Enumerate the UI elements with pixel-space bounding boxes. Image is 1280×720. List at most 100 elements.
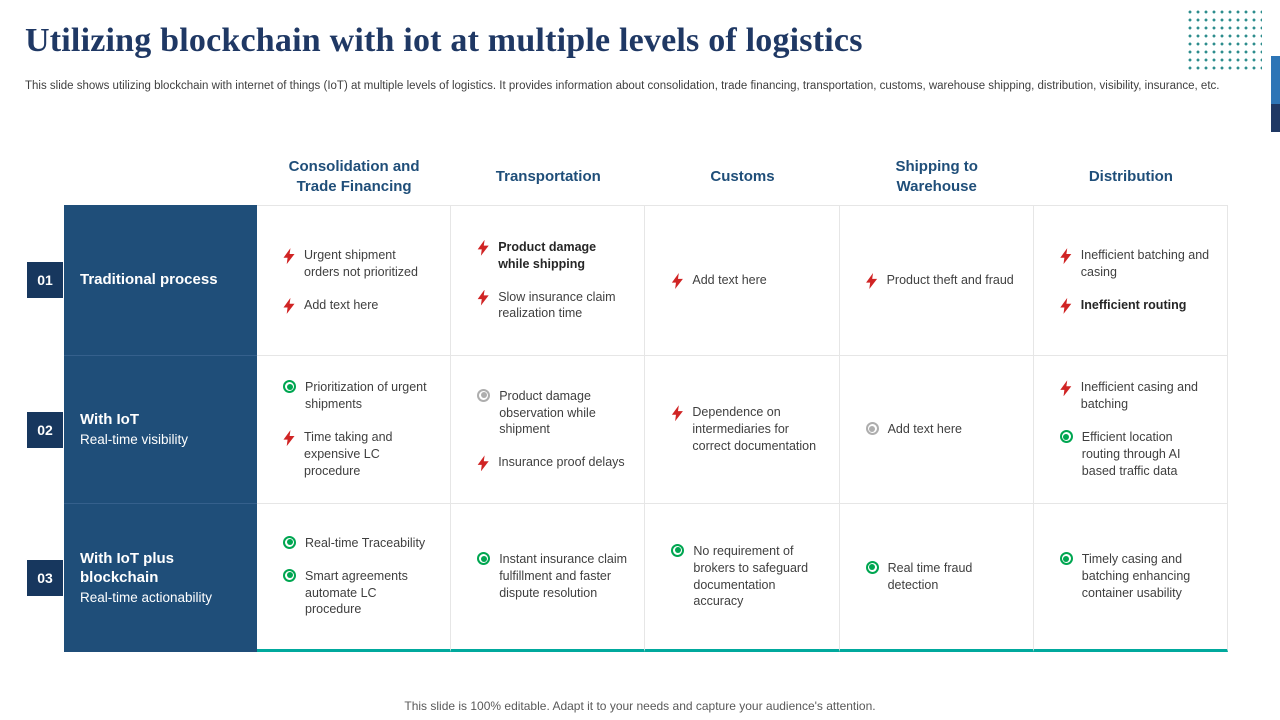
list-item: Real time fraud detection [865,560,1017,594]
row-label-with-iot-plus-blockchain: 03 With IoT plus blockchain Real-time ac… [27,503,257,652]
column-header-customs: Customs [710,167,775,185]
list-item: Product damage while shipping [477,239,628,273]
item-text: Smart agreements automate LC procedure [305,568,408,617]
row-number-badge: 03 [27,560,63,596]
row-label-traditional-process: 01 Traditional process [27,205,257,355]
cell-r2-distribution: Inefficient casing and batching Efficien… [1033,355,1228,503]
accent-bar-dark [1271,104,1280,132]
list-item: Efficient location routing through AI ba… [1059,429,1211,480]
target-icon [865,560,879,574]
lightning-icon [477,239,489,256]
column-header-shipping: Shipping to Warehouse [895,158,978,195]
row-number-badge: 01 [27,262,63,298]
accent-bar-light [1271,56,1280,104]
target-icon [865,422,879,436]
column-header-distribution: Distribution [1088,167,1173,185]
item-text: Product damage observation while shipmen… [499,388,596,437]
list-item: Prioritization of urgent shipments [283,379,434,413]
lightning-icon [671,273,683,289]
item-text: Prioritization of urgent shipments [305,380,427,412]
item-text: Product theft and fraud [886,273,1014,287]
dots-pattern-decoration [1186,8,1262,70]
item-text: Time taking and expensive LC procedure [304,430,393,478]
list-item: Inefficient routing [1060,297,1211,314]
row-number-badge: 02 [27,411,63,448]
item-text: Instant insurance claim fulfillment and … [499,552,628,600]
target-icon [671,543,685,557]
lightning-icon [283,248,295,265]
lightning-icon [671,405,683,422]
target-icon [283,380,296,394]
cell-r3-shipping: Real time fraud detection [839,503,1034,652]
cell-r3-customs: No requirement of brokers to safeguard d… [645,503,840,652]
item-text: Real-time Traceability [305,535,426,550]
cell-r1-transportation: Product damage while shipping Slow insur… [451,205,646,355]
list-item: Inefficient batching and casing [1060,247,1211,281]
target-icon [1059,430,1073,444]
item-text: Product damage while shipping [498,239,597,271]
item-text: Slow insurance claim realization time [498,289,616,321]
item-text: Add text here [887,422,962,437]
target-icon [283,535,296,549]
list-item: Inefficient casing and batching [1060,379,1211,413]
list-item: Product damage observation while shipmen… [477,388,628,439]
item-text: Insurance proof delays [498,455,625,470]
item-text: Inefficient routing [1080,297,1187,312]
row-label-text: Traditional process [80,271,218,289]
target-icon [477,388,491,402]
lightning-icon [1060,297,1072,314]
cell-r1-shipping: Product theft and fraud [839,205,1034,355]
row-label-text: With IoT plus blockchain [80,549,175,587]
list-item: Insurance proof delays [477,454,628,472]
item-text: No requirement of brokers to safeguard d… [693,543,809,609]
target-icon [1059,552,1073,566]
target-icon [477,552,491,566]
target-icon [283,568,296,582]
lightning-icon [283,430,295,447]
row-label-text: With IoT [80,411,140,429]
cell-r2-transportation: Product damage observation while shipmen… [451,355,646,503]
column-header-consolidation: Consolidation and Trade Financing [288,158,420,195]
item-text: Dependence on intermediaries for correct… [692,405,817,453]
cell-r1-distribution: Inefficient batching and casing Ineffici… [1033,205,1228,355]
item-text: Real time fraud detection [887,560,973,592]
list-item: Dependence on intermediaries for correct… [671,404,822,455]
lightning-icon [477,455,489,472]
lightning-icon [1060,248,1072,265]
list-item: Smart agreements automate LC procedure [283,568,434,619]
lightning-icon [283,297,295,314]
cell-r1-customs: Add text here [645,205,840,355]
item-text: Add text here [304,297,379,312]
row-sublabel-text: Real-time actionability [80,589,213,605]
item-text: Efficient location routing through AI ba… [1081,430,1181,478]
cell-r3-consolidation: Real-time Traceability Smart agreements … [257,503,452,652]
item-text: Add text here [692,273,767,287]
slide-subtitle: This slide shows utilizing blockchain wi… [25,80,1220,92]
item-text: Urgent shipment orders not prioritized [304,248,418,279]
list-item: Product theft and fraud [866,272,1017,289]
lightning-icon [866,273,878,289]
item-text: Timely casing and batching enhancing con… [1081,552,1191,600]
column-header-transportation: Transportation [495,167,601,185]
lightning-icon [1060,380,1072,397]
list-item: Add text here [671,272,822,289]
logistics-matrix-table: Consolidation and Trade Financing Transp… [27,148,1228,652]
slide-footer-note: This slide is 100% editable. Adapt it to… [404,699,876,713]
row-sublabel-text: Real-time visibility [80,431,189,447]
cell-r2-consolidation: Prioritization of urgent shipments Time … [257,355,452,503]
list-item: Time taking and expensive LC procedure [283,429,434,480]
item-text: Inefficient casing and batching [1080,380,1199,412]
cell-r3-transportation: Instant insurance claim fulfillment and … [451,503,646,652]
item-text: Inefficient batching and casing [1080,248,1210,279]
cell-r2-shipping: Add text here [839,355,1034,503]
cell-r3-distribution: Timely casing and batching enhancing con… [1033,503,1228,652]
list-item: Timely casing and batching enhancing con… [1059,551,1211,602]
list-item: Add text here [283,297,434,314]
list-item: Urgent shipment orders not prioritized [283,247,434,281]
table-corner [64,148,257,205]
list-item: Slow insurance claim realization time [477,289,628,323]
list-item: No requirement of brokers to safeguard d… [671,543,822,611]
list-item: Instant insurance claim fulfillment and … [477,551,628,602]
row-label-with-iot: 02 With IoT Real-time visibility [27,355,257,503]
